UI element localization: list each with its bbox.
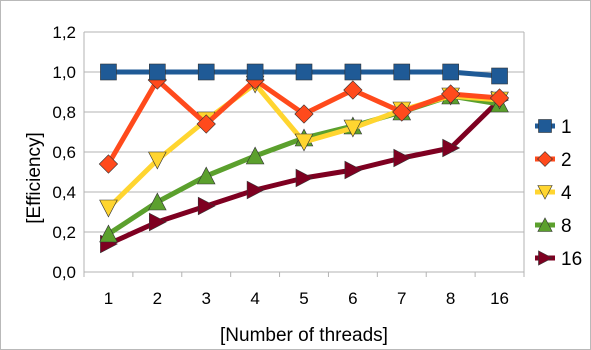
x-tick-label: 2: [153, 289, 162, 308]
legend-label: 1: [561, 117, 572, 138]
y-axis-label: [Efficiency]: [24, 132, 45, 224]
data-point: [149, 213, 166, 231]
data-point: [100, 64, 116, 80]
legend-label: 4: [561, 183, 572, 204]
x-tick-label: 1: [104, 289, 113, 308]
data-point: [247, 64, 263, 80]
data-point: [149, 64, 165, 80]
y-tick-label: 1,2: [52, 23, 76, 42]
y-tick-label: 1,0: [52, 63, 76, 82]
y-tick-label: 0,2: [52, 223, 76, 242]
legend-item-1: 1: [535, 117, 572, 138]
y-tick-label: 0,8: [52, 103, 76, 122]
data-point: [100, 200, 118, 217]
x-tick-label: 8: [446, 289, 455, 308]
legend-item-2: 2: [535, 150, 572, 171]
legend-item-16: 16: [535, 249, 582, 270]
series-group: [99, 64, 509, 253]
y-tick-labels: 0,0 0,2 0,4 0,6 0,8 1,0 1,2: [52, 23, 76, 282]
x-tick-label: 16: [490, 289, 509, 308]
data-point: [296, 64, 312, 80]
data-point: [539, 251, 553, 265]
x-tick-label: 3: [201, 289, 210, 308]
data-point: [538, 152, 553, 167]
legend-label: 2: [561, 150, 572, 171]
data-point: [198, 64, 214, 80]
y-tick-label: 0,6: [52, 143, 76, 162]
data-point: [492, 68, 508, 84]
y-tick-label: 0,4: [52, 183, 76, 202]
legend-label: 8: [561, 216, 572, 237]
legend-label: 16: [561, 249, 582, 270]
data-point: [345, 64, 361, 80]
x-tick-label: 7: [397, 289, 406, 308]
x-axis-label: [Number of threads]: [220, 325, 388, 346]
legend: 1 2 4 8 16: [535, 117, 582, 270]
x-tick-labels: 1 2 3 4 5 6 7 8 16: [84, 272, 524, 308]
x-tick-label: 6: [348, 289, 357, 308]
data-point: [198, 197, 215, 215]
data-point: [539, 120, 552, 133]
legend-item-4: 4: [535, 183, 572, 204]
data-point: [247, 181, 264, 199]
x-tick-label: 5: [299, 289, 308, 308]
data-point: [443, 64, 459, 80]
data-point: [394, 64, 410, 80]
y-tick-label: 0,0: [52, 263, 76, 282]
x-tick-label: 4: [250, 289, 259, 308]
data-point: [344, 81, 362, 99]
data-point: [149, 193, 167, 210]
data-point: [345, 161, 362, 179]
legend-item-8: 8: [535, 216, 572, 237]
data-point: [296, 169, 313, 187]
